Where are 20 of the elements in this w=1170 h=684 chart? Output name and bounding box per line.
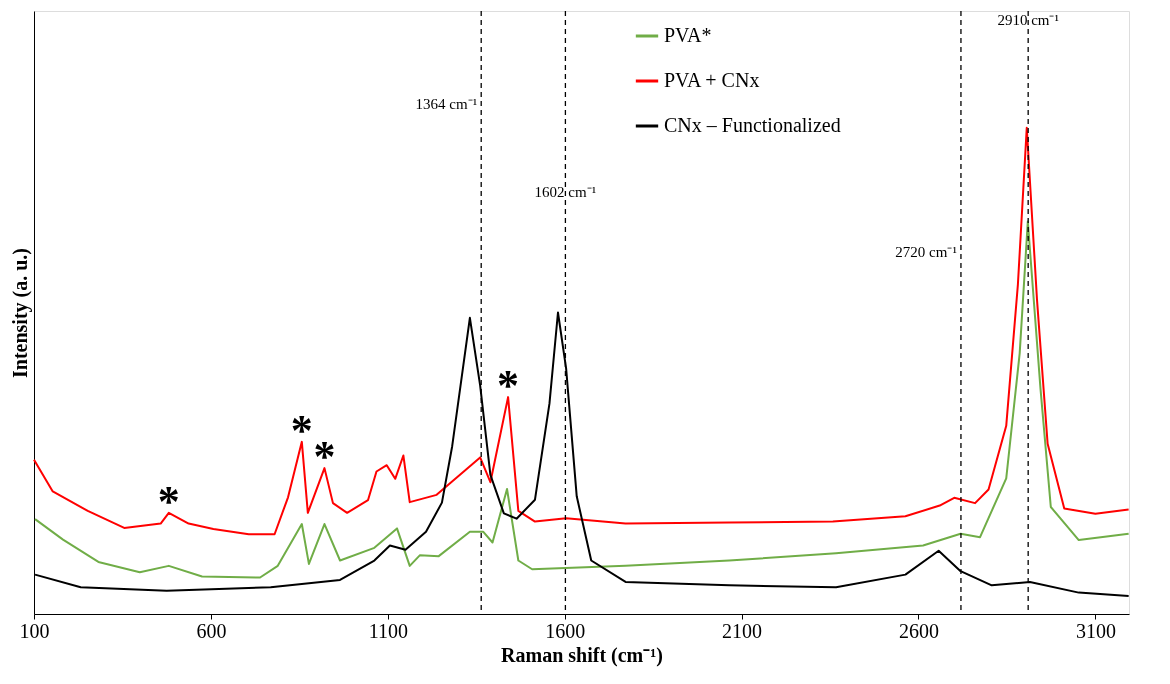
x-tick-label: 1600 — [545, 619, 586, 642]
ref-line-label: 2720 cm⁻¹ — [895, 244, 957, 261]
legend-label: CNx – Functionalized — [664, 114, 841, 136]
x-axis-title: Raman shift (cm⁻¹) — [501, 643, 663, 667]
ref-line-label: 1364 cm⁻¹ — [415, 96, 478, 113]
annotation: * — [157, 476, 180, 526]
ref-line-label: 2910 cm⁻¹ — [997, 12, 1059, 29]
x-tick-label: 100 — [19, 619, 50, 642]
x-tick-label: 2600 — [898, 619, 939, 642]
annotation: * — [313, 432, 336, 482]
legend-label: PVA + CNx — [664, 69, 760, 91]
x-tick-label: 2100 — [722, 619, 763, 642]
ref-line-label: 1602 cm⁻¹ — [534, 183, 597, 200]
annotation: * — [497, 361, 520, 411]
annotation: * — [290, 405, 313, 455]
y-axis-title: Intensity (a. u.) — [8, 247, 32, 379]
legend-label: PVA* — [664, 24, 712, 46]
x-tick-label: 600 — [196, 619, 227, 642]
x-tick-label: 1100 — [368, 619, 408, 642]
x-tick-label: 3100 — [1075, 619, 1116, 642]
